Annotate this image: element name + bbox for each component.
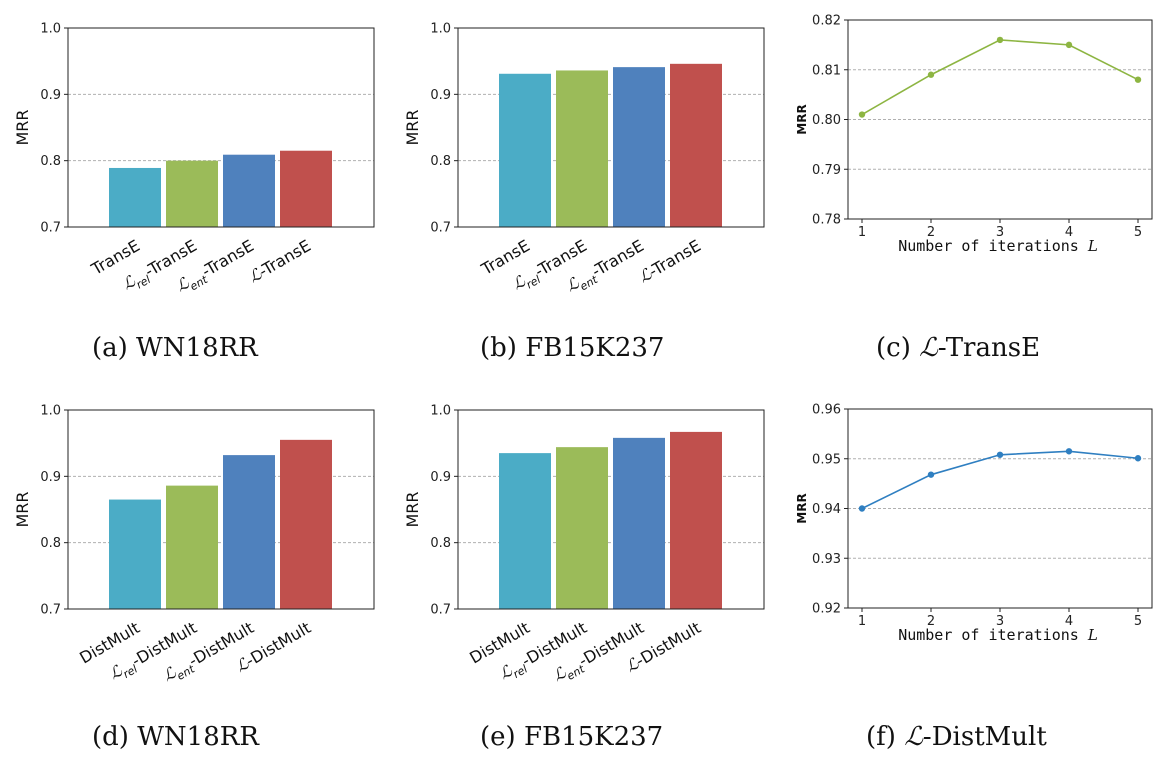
panel-caption: (a) WN18RR <box>92 333 259 363</box>
y-tick-label: 0.8 <box>40 154 61 169</box>
x-category-label: TransE <box>87 236 143 279</box>
y-tick-label: 1.0 <box>40 404 61 419</box>
y-tick-label: 0.9 <box>40 470 61 485</box>
bar <box>670 431 722 609</box>
y-tick-label: 0.7 <box>40 603 61 618</box>
y-axis-label: MRR <box>795 493 809 523</box>
data-point <box>1134 455 1142 462</box>
x-tick-label: 4 <box>1065 614 1073 629</box>
bar <box>223 154 275 227</box>
plot-frame <box>67 27 375 228</box>
y-tick-label: 0.81 <box>812 63 841 78</box>
x-tick-label: 5 <box>1134 614 1142 629</box>
y-tick-label: 0.7 <box>430 603 451 618</box>
y-tick-label: 0.82 <box>812 14 841 29</box>
y-tick-label: 0.8 <box>40 536 61 551</box>
y-tick-label: 0.95 <box>812 452 841 467</box>
bar <box>280 439 332 609</box>
bar <box>556 70 608 227</box>
chart-panel-5: 0.92 0.93 0.94 0.95 0.96 1 2 3 4 5 Number of itera… <box>795 403 1153 752</box>
panel-caption: (d) WN18RR <box>92 722 260 752</box>
y-tick-label: 1.0 <box>430 404 451 419</box>
y-tick-label: 1.0 <box>430 22 451 37</box>
chart-panel-1: 0.70.80.91.0TransEℒrel-TransEℒent-TransE… <box>403 22 765 363</box>
x-tick-label: 2 <box>927 614 935 629</box>
y-tick-label: 0.93 <box>812 552 841 567</box>
plot-frame <box>457 409 765 610</box>
plot-frame <box>847 408 1153 609</box>
plot-frame <box>457 27 765 228</box>
y-tick-label: 0.79 <box>812 163 841 178</box>
bar <box>613 437 665 609</box>
bar <box>280 150 332 227</box>
data-point <box>927 471 935 478</box>
y-tick-label: 0.9 <box>430 88 451 103</box>
x-tick-label: 1 <box>858 225 866 240</box>
y-tick-label: 0.78 <box>812 213 841 228</box>
bar <box>223 455 275 609</box>
y-tick-label: 0.92 <box>812 602 841 617</box>
y-tick-label: 1.0 <box>40 22 61 37</box>
x-tick-label: 4 <box>1065 225 1073 240</box>
bar <box>670 63 722 227</box>
panel-caption: (c) ℒ-TransE <box>876 333 1040 363</box>
y-tick-label: 0.94 <box>812 502 841 517</box>
y-axis-label: MRR <box>795 104 809 134</box>
x-category-label: ℒ-TransE <box>635 236 704 287</box>
bar <box>556 447 608 609</box>
x-tick-label: 2 <box>927 225 935 240</box>
plot-frame <box>67 409 375 610</box>
plot-frame <box>847 19 1153 220</box>
x-category-label: ℒ-TransE <box>245 236 314 287</box>
x-axis-label: Number of iterations L <box>898 626 1098 644</box>
x-tick-label: 1 <box>858 614 866 629</box>
x-axis-label: Number of iterations L <box>898 237 1098 255</box>
bar <box>499 73 551 228</box>
y-tick-label: 0.8 <box>430 536 451 551</box>
chart-panel-4: 0.70.80.91.0DistMultℒrel-DistMultℒent-Di… <box>403 404 765 752</box>
bar <box>499 453 551 609</box>
data-point <box>1134 76 1142 83</box>
x-category-label: TransE <box>477 236 533 279</box>
data-point <box>1065 41 1073 49</box>
data-point <box>858 505 866 512</box>
y-axis-label: MRR <box>13 109 32 145</box>
panel-caption: (b) FB15K237 <box>480 333 664 363</box>
x-tick-label: 3 <box>996 614 1004 629</box>
chart-panel-3: 0.70.80.91.0DistMultℒrel-DistMultℒent-Di… <box>13 404 375 752</box>
data-point <box>996 36 1004 44</box>
y-axis-label: MRR <box>403 491 422 527</box>
data-point <box>858 111 866 118</box>
bar <box>166 485 218 609</box>
data-point <box>996 451 1004 458</box>
y-tick-label: 0.7 <box>40 221 61 236</box>
data-point <box>1065 448 1073 455</box>
y-tick-label: 0.96 <box>812 403 841 418</box>
series-line <box>861 39 1139 116</box>
y-tick-label: 0.8 <box>430 154 451 169</box>
y-tick-label: 0.7 <box>430 221 451 236</box>
panel-caption: (e) FB15K237 <box>480 722 663 752</box>
y-tick-label: 0.9 <box>40 88 61 103</box>
x-tick-label: 3 <box>996 225 1004 240</box>
chart-panel-2: 0.78 0.79 0.80 0.81 0.82 1 2 3 4 5 Number of itera… <box>795 14 1153 363</box>
y-axis-label: MRR <box>13 491 32 527</box>
bar <box>109 499 161 609</box>
panel-caption: (f) ℒ-DistMult <box>866 722 1047 752</box>
data-point <box>927 71 935 78</box>
y-tick-label: 0.80 <box>812 113 841 128</box>
chart-panel-0: 0.70.80.91.0TransEℒrel-TransEℒent-TransE… <box>13 22 375 363</box>
y-axis-label: MRR <box>403 109 422 145</box>
bar <box>109 167 161 227</box>
series-line <box>861 450 1139 510</box>
x-tick-label: 5 <box>1134 225 1142 240</box>
bar <box>166 160 218 227</box>
y-tick-label: 0.9 <box>430 470 451 485</box>
bar <box>613 67 665 228</box>
